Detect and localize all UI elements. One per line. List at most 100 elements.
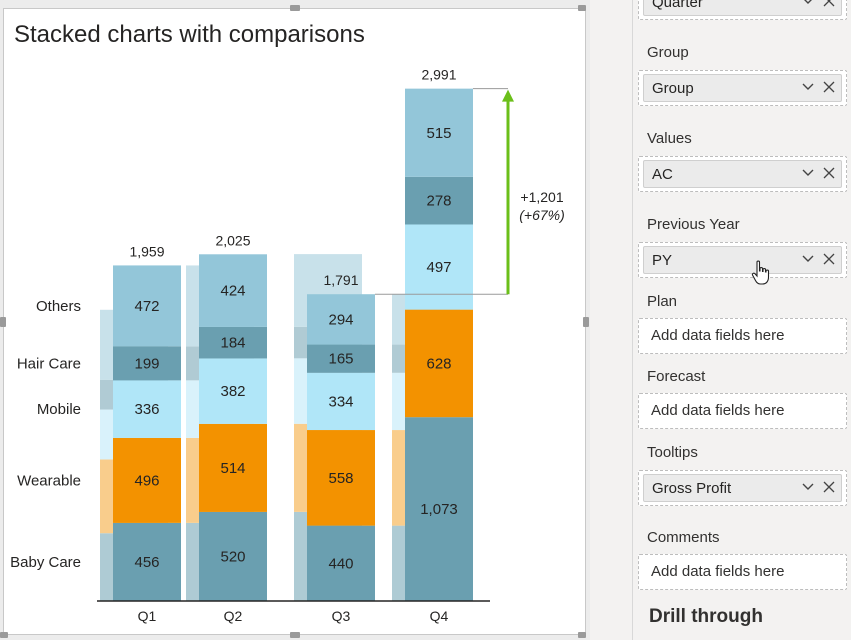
total-label: 1,791 [323, 272, 358, 288]
x-tick-label: Q1 [138, 608, 157, 624]
close-icon[interactable] [823, 167, 835, 179]
bar-segment-baby-care-q2 [199, 511, 267, 601]
well-quarter[interactable]: Quarter [638, 0, 847, 20]
bar-segment-baby-care-q3 [307, 525, 375, 601]
resize-handle-bottom[interactable] [290, 632, 300, 638]
well-previous-year[interactable]: PY [638, 242, 847, 278]
data-label: 294 [328, 311, 353, 328]
well-group[interactable]: Group [638, 70, 847, 106]
bar-segment-mobile-q2 [199, 358, 267, 424]
field-wells-pane: Quarter Group Group Values AC Previous Y… [632, 0, 851, 640]
field-pill-py[interactable]: PY [643, 246, 842, 274]
x-tick-label: Q4 [430, 608, 449, 624]
close-icon[interactable] [823, 81, 835, 93]
x-tick-label: Q2 [224, 608, 243, 624]
bar-segment-mobile-q4 [405, 224, 473, 310]
chevron-down-icon[interactable] [801, 252, 815, 266]
well-plan[interactable]: Add data fields here [638, 318, 847, 354]
resize-handle-top-right[interactable] [578, 5, 586, 11]
bar-segment-hair-care-q1 [113, 346, 181, 381]
field-name: PY [652, 252, 673, 269]
close-icon[interactable] [823, 481, 835, 493]
bar-segment-others-q3 [307, 294, 375, 345]
field-pill-group[interactable]: Group [643, 74, 842, 102]
data-label: 628 [426, 355, 451, 372]
delta-percent-label: (+67%) [519, 207, 565, 223]
bar-segment-others-q2 [199, 254, 267, 327]
series-label: Hair Care [17, 355, 81, 372]
chart-visual[interactable]: Stacked charts with comparisons 456 496 33… [3, 8, 586, 635]
bar-segment-wearable-q2 [199, 423, 267, 512]
data-label: 497 [426, 259, 451, 276]
field-name: Quarter [652, 0, 703, 11]
well-tooltips[interactable]: Gross Profit [638, 470, 847, 506]
data-label: 440 [328, 555, 353, 572]
chevron-down-icon[interactable] [801, 80, 815, 94]
add-fields-placeholder: Add data fields here [651, 563, 785, 580]
data-label: 184 [220, 335, 245, 352]
well-label-comments: Comments [647, 529, 720, 546]
well-label-plan: Plan [647, 293, 678, 310]
well-label-group: Group [647, 44, 689, 61]
total-label: 2,025 [215, 232, 250, 248]
data-label: 472 [134, 298, 159, 315]
data-label: 558 [328, 470, 353, 487]
drill-through-heading[interactable]: Drill through [649, 606, 763, 627]
well-forecast[interactable]: Add data fields here [638, 393, 847, 429]
x-tick-label: Q3 [332, 608, 351, 624]
stacked-bar-chart: 456 496 336 199 472 1,959 520 514 382 184 424 2,025… [10, 67, 565, 624]
field-name: AC [652, 166, 673, 183]
data-label: 334 [328, 393, 353, 410]
bar-segment-mobile-q3 [307, 372, 375, 431]
bar-segment-wearable-q4 [405, 309, 473, 418]
total-label: 2,991 [421, 67, 456, 83]
series-label: Baby Care [10, 554, 81, 571]
resize-handle-top[interactable] [290, 5, 300, 11]
bar-segment-hair-care-q3 [307, 344, 375, 373]
resize-handle-left[interactable] [0, 317, 6, 327]
resize-handle-right[interactable] [583, 317, 589, 327]
chart-title: Stacked charts with comparisons [14, 21, 365, 48]
pane-gap [590, 0, 632, 640]
well-label-previous-year: Previous Year [647, 216, 740, 233]
bar-segment-mobile-q1 [113, 380, 181, 438]
chevron-down-icon[interactable] [801, 480, 815, 494]
well-label-tooltips: Tooltips [647, 444, 698, 461]
data-label: 424 [220, 283, 245, 300]
bar-segment-wearable-q1 [113, 437, 181, 523]
close-icon[interactable] [823, 0, 835, 7]
add-fields-placeholder: Add data fields here [651, 402, 785, 419]
report-canvas: Stacked charts with comparisons 456 496 33… [0, 5, 589, 638]
resize-handle-bottom-right[interactable] [578, 632, 586, 638]
data-label: 515 [426, 125, 451, 142]
field-pill-quarter[interactable]: Quarter [643, 0, 842, 16]
well-label-values: Values [647, 130, 692, 147]
bar-segment-others-q1 [113, 265, 181, 347]
series-label: Wearable [17, 472, 81, 489]
field-name: Gross Profit [652, 480, 732, 497]
well-values[interactable]: AC [638, 156, 847, 192]
data-label: 336 [134, 401, 159, 418]
data-label: 520 [220, 548, 245, 565]
well-comments[interactable]: Add data fields here [638, 554, 847, 590]
series-label: Mobile [37, 401, 81, 418]
resize-handle-bottom-left[interactable] [0, 632, 8, 638]
bar-segment-hair-care-q2 [199, 326, 267, 359]
data-label: 456 [134, 554, 159, 571]
add-fields-placeholder: Add data fields here [651, 327, 785, 344]
close-icon[interactable] [823, 253, 835, 265]
field-pill-ac[interactable]: AC [643, 160, 842, 188]
bar-segment-others-q4 [405, 88, 473, 177]
data-label: 199 [134, 355, 159, 372]
chevron-down-icon[interactable] [801, 166, 815, 180]
field-pill-gross-profit[interactable]: Gross Profit [643, 474, 842, 502]
total-label: 1,959 [129, 243, 164, 259]
hand-cursor-icon [751, 260, 770, 285]
chevron-down-icon[interactable] [801, 0, 815, 8]
bar-segment-baby-care-q1 [113, 522, 181, 601]
data-label: 278 [426, 193, 451, 210]
field-name: Group [652, 80, 694, 97]
delta-arrow-head [502, 89, 514, 102]
bar-segment-wearable-q3 [307, 430, 375, 526]
data-label: 382 [220, 383, 245, 400]
